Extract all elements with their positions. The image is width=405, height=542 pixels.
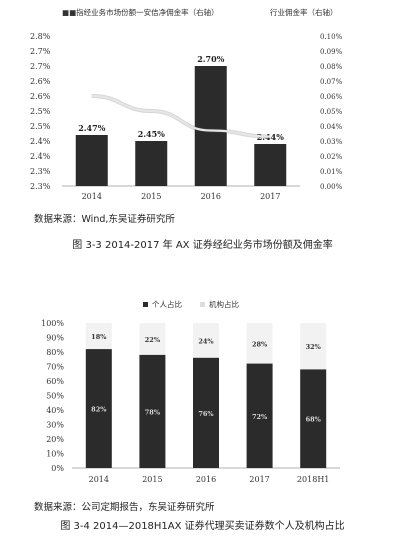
chart2-y-tick: 80%: [46, 348, 64, 357]
chart2-label-institution: 28%: [252, 340, 268, 348]
chart2-label-personal: 78%: [145, 408, 161, 416]
chart1-legend: ■■指经业务市场份额一安佶净佣金率（右轴） 行业佣金率（右轴）: [62, 7, 338, 17]
chart1-right-tick: 0.04%: [320, 123, 343, 131]
chart2-label-institution: 32%: [306, 343, 322, 351]
chart1-bar: [254, 144, 287, 186]
chart2-legend-personal: 个人占比: [152, 299, 182, 309]
chart1-left-tick: 2.6%: [30, 92, 51, 101]
chart1-bars: 2.47% 2.45% 2.70% 2.44%: [75, 54, 287, 186]
chart1-right-tick: 0.02%: [320, 153, 343, 161]
chart2-y-tick: 30%: [46, 421, 64, 430]
chart1-right-tick: 0.06%: [320, 93, 343, 101]
chart1-x-tick: 2015: [141, 192, 161, 201]
chart1-caption: 图 3-3 2014-2017 年 AX 证券经纪业务市场份额及佣金率: [72, 240, 333, 251]
chart2-y-tick: 50%: [46, 392, 64, 401]
chart2-label-personal: 68%: [306, 416, 322, 424]
client-ratio-chart: 个人占比 机构占比 100% 90% 80% 70% 60% 50% 40% 30% 20% 10%…: [41, 299, 340, 484]
chart2-bar-personal: [139, 354, 166, 468]
chart2-legend-swatch-personal: [143, 302, 148, 307]
chart1-legend-left: ■■指经业务市场份额一安佶净佣金率（右轴）: [62, 7, 219, 17]
chart2-y-tick: 10%: [46, 450, 64, 459]
chart1-left-tick: 2.3%: [30, 182, 51, 191]
chart2-bars: 18% 82% 22% 78% 24% 76% 28% 72% 32% 68%: [85, 323, 327, 468]
chart1-value-label: 2.45%: [138, 129, 165, 139]
chart2-y-tick: 0%: [51, 464, 64, 473]
chart1-right-tick: 0.00%: [320, 183, 343, 191]
chart2-y-tick: 60%: [46, 377, 64, 386]
chart2-bar-institution: [246, 323, 273, 364]
chart1-source: 数据来源：Wind,东吴证券研究所: [34, 214, 175, 225]
chart2-x-tick: 2016: [196, 475, 216, 484]
chart2-bar-institution: [139, 323, 166, 355]
chart2-label-personal: 76%: [198, 410, 214, 418]
chart1-left-tick: 2.5%: [30, 122, 51, 131]
chart2-bar-personal: [246, 363, 273, 468]
chart2-x-tick: 2017: [249, 475, 269, 484]
chart1-right-tick: 0.01%: [320, 168, 343, 176]
chart2-legend: 个人占比 机构占比: [143, 299, 239, 309]
chart1-value-label: 2.44%: [257, 132, 284, 142]
chart1-x-axis: 2014 2015 2016 2017: [82, 192, 281, 201]
chart1-right-tick: 0.10%: [320, 33, 343, 41]
chart1-right-tick: 0.05%: [320, 108, 343, 116]
chart2-x-tick: 2018H1: [297, 475, 329, 484]
chart1-x-tick: 2017: [260, 192, 280, 201]
chart1-left-tick: 2.6%: [30, 77, 51, 86]
chart1-bar: [135, 141, 168, 186]
chart1-left-tick: 2.7%: [30, 47, 51, 56]
chart1-left-tick: 2.3%: [30, 167, 51, 176]
chart2-label-personal: 82%: [91, 406, 107, 414]
chart2-y-tick: 70%: [46, 363, 64, 372]
chart2-bar-institution: [300, 323, 327, 370]
chart2-y-tick: 20%: [46, 435, 64, 444]
chart1-bar: [194, 66, 227, 186]
chart1-legend-right: 行业佣金率（右轴）: [270, 7, 338, 17]
chart1-left-tick: 2.4%: [30, 152, 51, 161]
chart1-x-tick: 2014: [82, 192, 102, 201]
chart1-value-label: 2.70%: [197, 54, 224, 64]
chart2-label-institution: 24%: [198, 337, 214, 345]
market-share-chart: ■■指经业务市场份额一安佶净佣金率（右轴） 行业佣金率（右轴） 2.8% 2.7%…: [30, 7, 343, 201]
chart1-right-tick: 0.08%: [320, 63, 343, 71]
chart2-bar-personal: [300, 369, 327, 468]
chart1-right-tick: 0.03%: [320, 138, 343, 146]
chart1-right-axis: 0.10% 0.09% 0.08% 0.07% 0.06% 0.05% 0.04% 0.03%…: [320, 33, 343, 191]
chart2-y-tick: 90%: [46, 334, 64, 343]
chart2-x-tick: 2015: [142, 475, 162, 484]
chart2-label-institution: 18%: [91, 333, 107, 341]
chart2-x-axis: 2014 2015 2016 2017 2018H1: [89, 475, 330, 484]
chart1-left-tick: 2.5%: [30, 107, 51, 116]
chart2-x-tick: 2014: [89, 475, 109, 484]
chart1-left-tick: 2.4%: [30, 137, 51, 146]
chart2-caption: 图 3-4 2014—2018H1AX 证券代理买卖证券数个人及机构占比: [60, 521, 345, 532]
chart1-right-tick: 0.07%: [320, 78, 343, 86]
chart2-bar-institution: [85, 323, 112, 350]
chart1-bar: [75, 135, 108, 186]
chart2-bar-institution: [193, 323, 219, 358]
chart2-legend-institution: 机构占比: [209, 299, 239, 309]
chart2-label-personal: 72%: [252, 413, 268, 421]
chart2-legend-swatch-institution: [200, 302, 205, 307]
chart2-bar-personal: [85, 349, 112, 468]
chart1-x-tick: 2016: [201, 192, 221, 201]
chart1-left-tick: 2.8%: [30, 32, 51, 41]
chart2-source: 数据来源：公司定期报告，东吴证券研究所: [34, 502, 215, 513]
chart2-label-institution: 22%: [145, 336, 161, 344]
chart1-value-label: 2.47%: [78, 123, 105, 133]
chart1-line-series: [91, 94, 271, 139]
chart1-right-tick: 0.09%: [320, 48, 343, 56]
chart1-line: [91, 94, 271, 138]
chart2-bar-personal: [193, 357, 219, 468]
chart2-y-tick: 100%: [41, 319, 64, 328]
chart1-left-tick: 2.7%: [30, 62, 51, 71]
chart2-y-tick: 40%: [46, 406, 64, 415]
